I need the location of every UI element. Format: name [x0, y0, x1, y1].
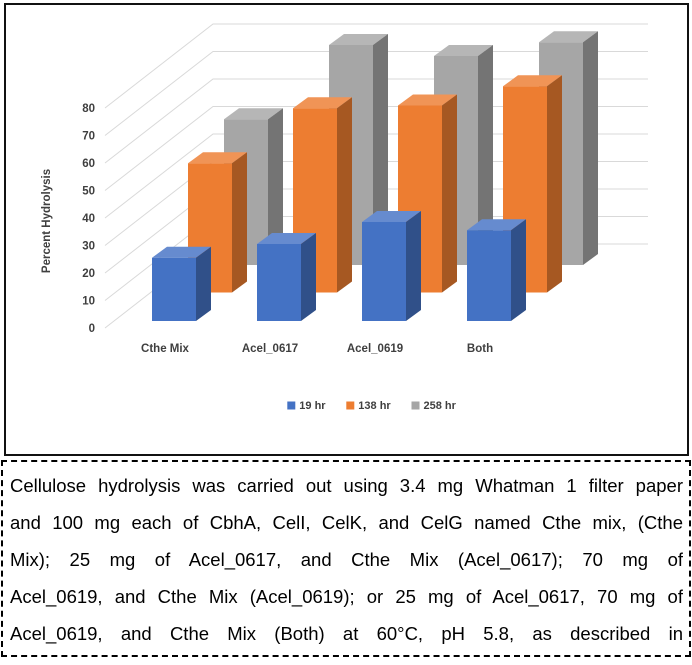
- y-tick-label: 0: [89, 323, 95, 335]
- legend-swatch-138-hr: [346, 401, 355, 410]
- caption-line: Mix); 25 mg of Acel_0617, and Cthe Mix (…: [10, 549, 683, 570]
- chart-panel: 0 10 20 30 40 50 60 70 80 Percent Hydrolysis Cthe …: [4, 3, 689, 456]
- legend-label: 258 hr: [424, 400, 457, 412]
- bars: [152, 31, 598, 321]
- y-axis-ticks: 0 10 20 30 40 50 60 70 80: [82, 103, 95, 335]
- x-axis-labels: Cthe Mix Acel_0617 Acel_0619 Both: [141, 343, 493, 355]
- caption-line: and 100 mg each of CbhA, CelI, CelK, and…: [10, 512, 683, 533]
- figure-caption: Cellulose hydrolysis was carried out usi…: [1, 460, 691, 657]
- y-tick-label: 50: [82, 186, 95, 198]
- y-tick-label: 20: [82, 268, 95, 280]
- caption-line: Acel_0619, and Cthe Mix (Both) at 60°C, …: [10, 623, 683, 644]
- y-tick-label: 60: [82, 158, 95, 170]
- percent-hydrolysis-3d-bar-chart: 0 10 20 30 40 50 60 70 80 Percent Hydrolysis Cthe …: [41, 23, 648, 412]
- x-axis-label: Cthe Mix: [141, 343, 190, 355]
- legend-swatch-19-hr: [287, 401, 296, 410]
- x-axis-label: Acel_0617: [242, 343, 298, 355]
- legend-label: 19 hr: [299, 400, 326, 412]
- bar-19-hr-cthe-mix: [152, 246, 211, 321]
- legend-label: 138 hr: [358, 400, 391, 412]
- y-tick-label: 40: [82, 213, 95, 225]
- x-axis-label: Both: [467, 343, 493, 355]
- y-tick-label: 70: [82, 131, 95, 143]
- gridline: [104, 51, 648, 136]
- y-tick-label: 10: [82, 296, 95, 308]
- gridlines: [104, 23, 648, 329]
- x-axis-label: Acel_0619: [347, 343, 403, 355]
- y-tick-label: 30: [82, 241, 95, 253]
- y-tick-label: 80: [82, 103, 95, 115]
- legend: 19 hr 138 hr 258 hr: [287, 400, 457, 412]
- bar-19-hr-acel-0619: [362, 211, 421, 321]
- caption-line: Acel_0619, and Cthe Mix (Acel_0619); or …: [10, 586, 683, 607]
- gridline: [104, 23, 648, 109]
- caption-line: Cellulose hydrolysis was carried out usi…: [10, 475, 683, 496]
- gridline: [104, 78, 648, 164]
- y-axis-title: Percent Hydrolysis: [41, 169, 53, 273]
- bar-19-hr-acel-0617: [257, 233, 316, 321]
- legend-swatch-258-hr: [411, 401, 420, 410]
- bar-19-hr-both: [467, 219, 526, 321]
